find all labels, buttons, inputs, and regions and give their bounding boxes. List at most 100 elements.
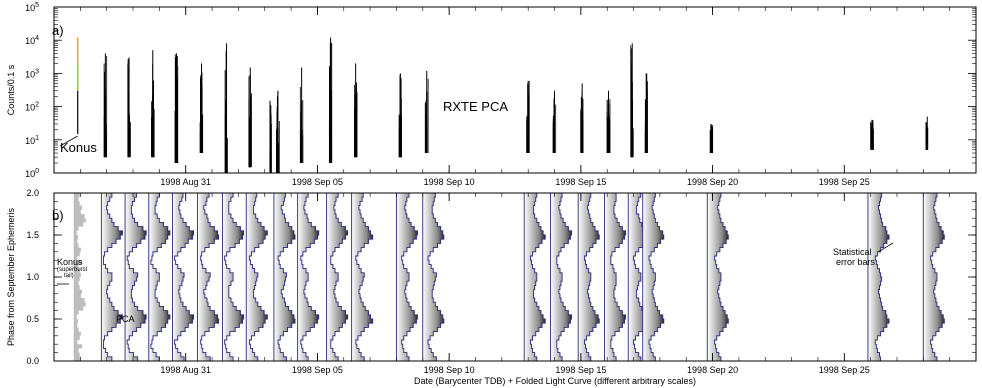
pca-observation [269,100,272,173]
pca-observation [276,90,280,173]
pca-profile-fill [396,193,418,361]
y-tick-label: 100 [25,168,39,179]
x-tick-label: 1998 Sep 25 [819,365,870,375]
y-tick-label: 0.0 [26,356,39,366]
konus-label: Konus [60,140,97,155]
pca-profile-line [633,193,650,361]
pca-observation [630,43,634,158]
pca-profile [604,193,627,361]
pca-profile [297,193,320,361]
x-tick-label: 1998 Sep 10 [424,365,475,375]
pca-observation [709,123,714,154]
pca-profile-line [610,193,627,361]
y-tick-label: 103 [25,68,39,79]
y-tick-label: 104 [25,35,39,46]
pca-profile-fill [222,193,244,361]
panel-b-tag: b) [52,208,64,223]
panel-b-xlabel: Date (Barycenter TDB) + Folded Light Cur… [414,376,696,386]
pca-observation [398,73,402,158]
x-tick-label: 1998 Sep 05 [292,177,343,187]
pca-profile-line [874,193,890,361]
panel-b: 0.0 0.5 1.0 1.5 2.0 1998 Aug 31 1998 Sep 05 199… [6,188,977,386]
x-tick-label: 1998 Aug 31 [160,365,211,375]
pca-profile [222,193,245,361]
panel-b-frame [53,192,977,362]
pca-profile-fill [604,193,626,361]
pca-profile [124,193,147,361]
x-tick-label: 1998 Sep 25 [819,177,870,187]
panel-b-ticks: 0.0 0.5 1.0 1.5 2.0 1998 Aug 31 1998 Sep 05 199… [26,188,977,375]
pca-profile-line [248,193,268,361]
konus-annotation-note-2: tail) [64,273,74,279]
pca-profile [550,193,573,361]
pca-profile [100,193,123,361]
pca-profile [351,193,374,361]
pca-profile [577,193,600,361]
x-tick-label: 1998 Sep 10 [424,177,475,187]
pca-observation [299,67,304,164]
pca-profile-fill [550,193,572,361]
pca-observation [580,83,584,154]
pca-observation [870,119,874,150]
x-tick-label: 1998 Sep 20 [687,177,738,187]
y-tick-label: 105 [25,2,39,13]
pca-profile-fill [923,193,945,361]
konus-annotation-note: (superburst [57,267,88,273]
pca-observation [127,57,131,158]
x-tick-label: 1998 Sep 15 [555,177,606,187]
panel-a-tag: a) [52,23,64,38]
pca-profile-line [584,193,600,361]
konus-annotation: Konus [57,257,83,267]
pca-profile [326,193,349,361]
y-tick-label: 102 [25,102,39,113]
pca-profile-line [174,193,195,361]
y-tick-label: 0.5 [26,314,39,324]
pca-profile-fill [326,193,348,361]
pca-profile-line [277,193,296,361]
pca-observation [552,90,557,154]
panel-a-ticks: 100 101 102 103 104 105 1998 Aug 31 1998 Sep 05… [25,2,977,187]
pca-profile-line [330,193,349,361]
pca-observation [224,43,228,173]
y-tick-label: 1.5 [26,230,39,240]
pca-profile [148,193,171,361]
pca-profile-line [126,193,147,361]
pca-profile-line [103,193,123,361]
konus-leader-line [59,135,78,147]
pca-profile-fill [707,193,729,361]
pca-profile-fill [148,193,170,361]
error-bars-annotation-2: error bars [836,257,876,267]
pca-observation [248,67,252,168]
pca-profile-fill [197,193,219,361]
pca-observation [103,53,108,158]
pca-observation [174,53,179,164]
pca-profile [197,193,220,361]
pca-profile-line [150,193,171,361]
pca-profile-line [530,193,546,361]
y-tick-label: 2.0 [26,188,39,198]
pca-profile [523,193,546,361]
pca-observation [424,70,429,154]
x-tick-label: 1998 Sep 20 [687,365,738,375]
pca-profile-line [556,193,573,361]
pca-profile-line [930,193,945,361]
pca-profile-line [355,193,374,361]
x-tick-label: 1998 Sep 05 [292,365,343,375]
pca-profile-fill [273,193,295,361]
rxte-pca-label: RXTE PCA [443,99,508,114]
pca-profile-fill [297,193,319,361]
pca-profile [642,193,665,361]
pca-profile [245,193,268,361]
y-tick-label: 101 [25,135,39,146]
pca-profile-line [427,193,445,361]
error-bars-annotation: Statistical [833,247,872,257]
pca-observation [354,63,358,158]
pca-observation [606,90,611,154]
pca-profile-line [300,193,320,361]
y-tick-label: 1.0 [26,272,39,282]
pca-profile-fill [578,193,600,361]
x-tick-label: 1998 Sep 15 [555,365,606,375]
pca-profile [172,193,195,361]
pca-profile-fill [351,193,373,361]
